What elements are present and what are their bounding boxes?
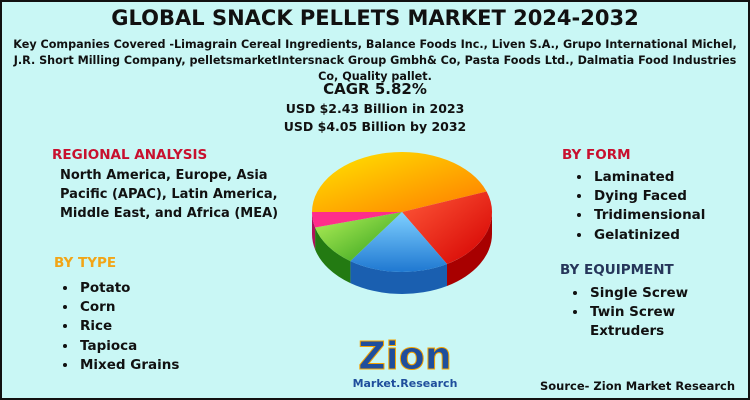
pie-side [315, 227, 351, 284]
list-item: Rice [78, 317, 179, 336]
list-item: Potato [78, 279, 179, 298]
pie-slice [312, 151, 487, 212]
region-line: North America, Europe, Asia [60, 168, 268, 183]
region-line: Pacific (APAC), Latin America, [60, 187, 278, 202]
pie-side [312, 212, 316, 250]
equipment-list: Single Screw Twin Screw Extruders [570, 284, 728, 342]
logo-tagline: Market.Research [353, 377, 458, 390]
pie-slice [312, 212, 402, 228]
logo-name: Zion [358, 334, 452, 378]
list-item: Single Screw [588, 284, 728, 303]
pie-slice [350, 212, 447, 272]
title: GLOBAL SNACK PELLETS MARKET 2024-2032 [111, 6, 639, 30]
pie-slice [402, 191, 493, 264]
key-companies: Key Companies Covered -Limagrain Cereal … [13, 38, 737, 83]
form-list: Laminated Dying Faced Tridimensional Gel… [574, 168, 705, 245]
list-item: Gelatinized [592, 226, 705, 245]
list-item: Tapioca [78, 337, 179, 356]
pie-side [447, 212, 493, 286]
usd-2023: USD $2.43 Billion in 2023 [285, 101, 465, 116]
type-list: Potato Corn Rice Tapioca Mixed Grains [60, 279, 179, 375]
list-item: Dying Faced [592, 187, 705, 206]
section-heading: BY TYPE [54, 255, 117, 271]
list-item: Laminated [592, 168, 705, 187]
source: Source- Zion Market Research [540, 379, 736, 393]
pie-slice [315, 212, 402, 262]
section-heading: BY EQUIPMENT [560, 262, 674, 278]
region-line: Middle East, and Africa (MEA) [60, 206, 279, 221]
cagr: CAGR 5.82% [323, 80, 427, 98]
list-item: Tridimensional [592, 206, 705, 225]
section-heading: REGIONAL ANALYSIS [52, 147, 208, 163]
section-heading: BY FORM [562, 147, 631, 163]
list-item: Twin Screw Extruders [588, 303, 728, 341]
region-text: North America, Europe, Asia Pacific (APA… [60, 166, 278, 223]
list-item: Corn [78, 298, 179, 317]
pie-side [350, 261, 447, 294]
list-item: Mixed Grains [78, 356, 179, 375]
usd-2032: USD $4.05 Billion by 2032 [283, 119, 467, 134]
